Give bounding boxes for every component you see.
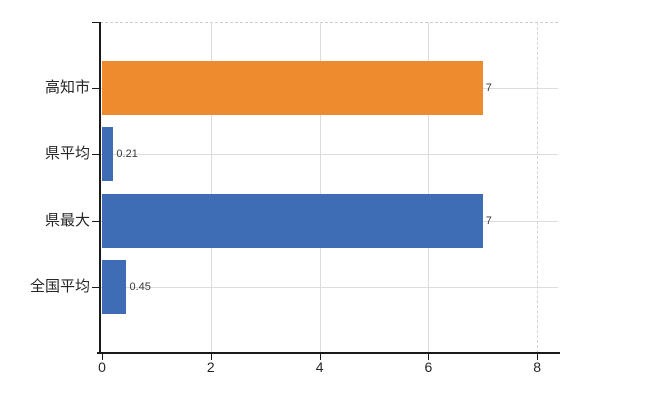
horizontal-gridline (100, 287, 558, 288)
x-tick-label: 0 (98, 359, 106, 375)
category-label: 全国平均 (29, 278, 90, 295)
vertical-gridline (428, 22, 430, 353)
x-tick-label: 4 (315, 359, 324, 375)
x-tick (319, 354, 321, 360)
y-tick (92, 154, 100, 155)
x-tick (537, 354, 539, 360)
y-tick (92, 287, 100, 288)
plot-top-border (100, 22, 558, 23)
category-label: 県最大 (44, 212, 90, 229)
plot-area: 7 0.21 7 0.45 (100, 22, 560, 353)
bar-value-label: 0.45 (129, 281, 151, 293)
bar (102, 260, 127, 314)
bar-value-label: 7 (485, 82, 492, 94)
bar (102, 194, 483, 248)
category-label: 高知市 (44, 79, 90, 96)
x-tick-label: 8 (533, 359, 542, 375)
bar-value-label: 7 (485, 215, 492, 227)
vertical-gridline (210, 22, 212, 353)
vertical-gridline (537, 22, 539, 353)
vertical-gridline (319, 22, 321, 353)
y-axis-line (99, 22, 101, 353)
x-axis-line (97, 352, 560, 354)
x-tick (428, 354, 430, 360)
x-tick (210, 354, 212, 360)
bar-value-label: 0.21 (116, 148, 138, 160)
y-tick (92, 88, 100, 89)
y-tick (92, 221, 100, 222)
bar (102, 127, 114, 181)
bar (102, 61, 483, 115)
y-tick (92, 22, 100, 23)
category-label: 県平均 (44, 145, 90, 162)
x-tick-label: 6 (424, 359, 433, 375)
x-tick-label: 2 (206, 359, 215, 375)
horizontal-gridline (100, 154, 558, 155)
x-tick (102, 354, 103, 360)
